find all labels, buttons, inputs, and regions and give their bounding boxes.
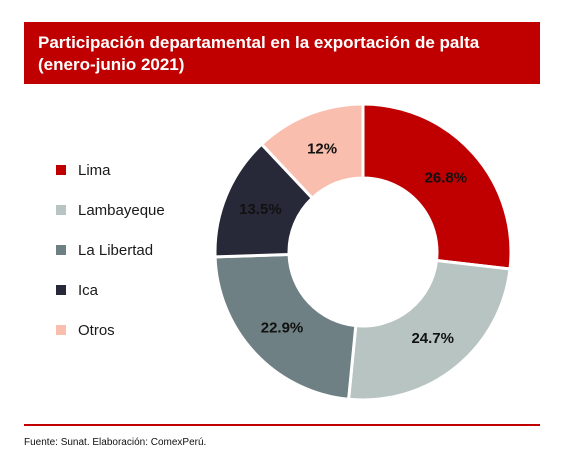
- legend-label: Otros: [78, 321, 115, 339]
- legend-swatch: [56, 325, 66, 335]
- legend-label: La Libertad: [78, 241, 154, 259]
- source-note: Fuente: Sunat. Elaboración: ComexPerú.: [24, 437, 207, 448]
- slice-la-libertad: [213, 252, 358, 401]
- legend-label: Lima: [78, 161, 111, 179]
- legend-swatch: [56, 165, 66, 175]
- legend-item-lima: Lima: [56, 150, 165, 190]
- legend-item-ica: Ica: [56, 270, 165, 310]
- legend: Lima Lambayeque La Libertad Ica Otros: [56, 150, 165, 350]
- slice-value-label: 26.8%: [425, 170, 468, 187]
- slice-value-label: 13.5%: [239, 201, 282, 218]
- legend-item-lambayeque: Lambayeque: [56, 190, 165, 230]
- legend-swatch: [56, 245, 66, 255]
- legend-label: Lambayeque: [78, 201, 165, 219]
- legend-swatch: [56, 205, 66, 215]
- footer-rule: [24, 424, 540, 426]
- slice-value-label: 22.9%: [261, 319, 304, 336]
- legend-item-otros: Otros: [56, 310, 165, 350]
- legend-item-la-libertad: La Libertad: [56, 230, 165, 270]
- slice-lima: [361, 102, 513, 271]
- legend-label: Ica: [78, 281, 99, 299]
- legend-swatch: [56, 285, 66, 295]
- slice-lambayeque: [346, 258, 512, 402]
- chart-title: Participación departamental en la export…: [38, 33, 480, 74]
- slice-value-label: 24.7%: [411, 330, 454, 347]
- slice-otros: [259, 102, 365, 201]
- title-bar: Participación departamental en la export…: [24, 22, 540, 84]
- slice-value-label: 12%: [307, 140, 337, 157]
